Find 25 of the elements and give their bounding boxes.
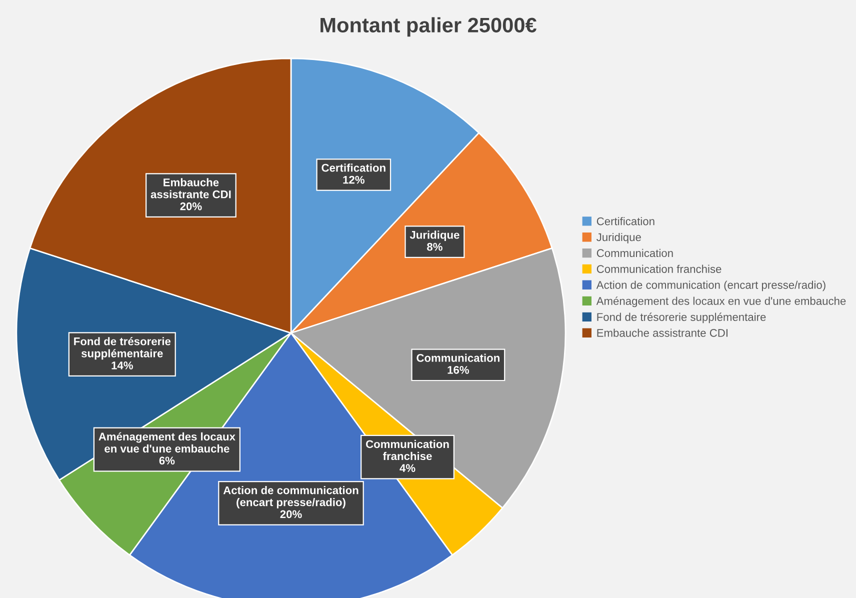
slice-label: Embauche assistrante CDI xyxy=(150,178,231,198)
legend-label: Aménagement des locaux en vue d'une embauche xyxy=(596,296,846,308)
legend-label: Action de communication (encart presse/radio) xyxy=(596,280,826,292)
slice-label: Communication franchise xyxy=(366,440,449,460)
slice-label: Fond de trésorerie supplémentaire xyxy=(74,337,171,360)
chart-title: Montant palier 25000€ xyxy=(320,17,536,37)
data-label: 8% xyxy=(427,242,442,251)
legend-label: Certification xyxy=(596,217,654,226)
legend-label: Embauche assistrante CDI xyxy=(597,328,728,337)
data-label: 4% xyxy=(400,464,416,472)
data-label: 16% xyxy=(448,366,470,374)
slice-label: Juridique xyxy=(410,230,460,241)
legend-label: Fond de trésorerie supplémentaire xyxy=(597,312,766,324)
data-label: 12% xyxy=(343,176,364,184)
legend-label: Communication franchise xyxy=(596,264,722,273)
slice-label: Certification xyxy=(322,164,386,172)
data-label: 20% xyxy=(180,202,202,210)
data-label: 6% xyxy=(159,456,175,465)
legend-label: Communication xyxy=(596,248,673,258)
slice-label: Aménagement des locaux en vue d'une embauche xyxy=(98,432,236,453)
data-label: 20% xyxy=(280,510,302,518)
legend-label: Juridique xyxy=(596,232,641,244)
data-label: 14% xyxy=(112,362,133,370)
slice-label: Action de communication (encart presse/radio) xyxy=(223,486,358,508)
slice-label: Communication xyxy=(416,354,500,362)
